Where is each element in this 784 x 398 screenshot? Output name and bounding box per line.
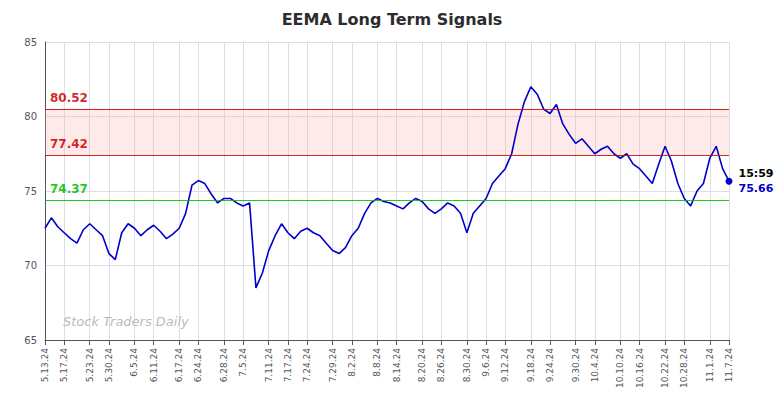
svg-text:5.30.24: 5.30.24	[104, 348, 114, 383]
svg-text:11.1.24: 11.1.24	[705, 348, 715, 383]
svg-text:7.11.24: 7.11.24	[264, 348, 274, 383]
svg-text:8.8.24: 8.8.24	[372, 348, 382, 377]
svg-text:77.42: 77.42	[50, 137, 88, 151]
svg-text:10.10.24: 10.10.24	[615, 348, 625, 388]
svg-text:6.28.24: 6.28.24	[219, 348, 229, 383]
svg-text:5.17.24: 5.17.24	[59, 348, 69, 383]
svg-text:74.37: 74.37	[50, 182, 88, 196]
svg-text:10.16.24: 10.16.24	[635, 348, 645, 388]
svg-text:11.7.24: 11.7.24	[724, 348, 734, 383]
svg-text:6.17.24: 6.17.24	[174, 348, 184, 383]
svg-text:7.5.24: 7.5.24	[238, 348, 248, 377]
svg-text:80.52: 80.52	[50, 91, 88, 105]
svg-text:85: 85	[24, 37, 37, 48]
svg-text:10.4.24: 10.4.24	[590, 348, 600, 383]
svg-text:8.26.24: 8.26.24	[436, 348, 446, 383]
svg-text:6.24.24: 6.24.24	[193, 348, 203, 383]
svg-text:10.22.24: 10.22.24	[660, 348, 670, 388]
svg-text:80: 80	[24, 111, 37, 122]
svg-text:5.13.24: 5.13.24	[40, 348, 50, 383]
svg-text:75: 75	[24, 186, 37, 197]
svg-text:6.5.24: 6.5.24	[129, 348, 139, 377]
svg-text:8.30.24: 8.30.24	[462, 348, 472, 383]
svg-text:EEMA Long Term Signals: EEMA Long Term Signals	[282, 10, 503, 29]
svg-text:65: 65	[24, 335, 37, 346]
svg-text:9.24.24: 9.24.24	[545, 348, 555, 383]
svg-text:9.12.24: 9.12.24	[500, 348, 510, 383]
svg-text:10.28.24: 10.28.24	[679, 348, 689, 388]
svg-text:15:59: 15:59	[739, 167, 774, 180]
svg-text:70: 70	[24, 260, 37, 271]
svg-text:8.20.24: 8.20.24	[417, 348, 427, 383]
svg-text:8.14.24: 8.14.24	[392, 348, 402, 383]
svg-text:9.18.24: 9.18.24	[526, 348, 536, 383]
svg-text:9.30.24: 9.30.24	[571, 348, 581, 383]
svg-text:7.29.24: 7.29.24	[328, 348, 338, 383]
svg-text:7.17.24: 7.17.24	[283, 348, 293, 383]
svg-text:7.24.24: 7.24.24	[302, 348, 312, 383]
svg-text:8.2.24: 8.2.24	[347, 348, 357, 377]
svg-text:6.11.24: 6.11.24	[149, 348, 159, 383]
svg-text:Stock Traders Daily: Stock Traders Daily	[63, 314, 189, 329]
svg-text:9.6.24: 9.6.24	[481, 348, 491, 377]
svg-text:5.23.24: 5.23.24	[85, 348, 95, 383]
svg-text:75.66: 75.66	[739, 182, 774, 195]
